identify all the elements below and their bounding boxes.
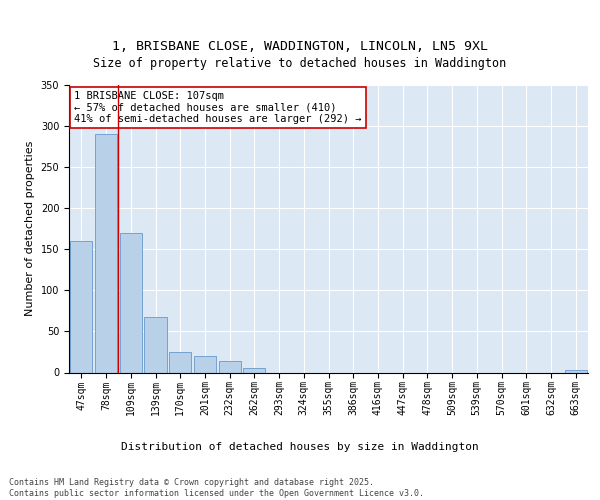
Text: 1 BRISBANE CLOSE: 107sqm
← 57% of detached houses are smaller (410)
41% of semi-: 1 BRISBANE CLOSE: 107sqm ← 57% of detach… <box>74 91 362 124</box>
Text: 1, BRISBANE CLOSE, WADDINGTON, LINCOLN, LN5 9XL: 1, BRISBANE CLOSE, WADDINGTON, LINCOLN, … <box>112 40 488 52</box>
Bar <box>95 134 117 372</box>
Bar <box>218 361 241 372</box>
Y-axis label: Number of detached properties: Number of detached properties <box>25 141 35 316</box>
Text: Distribution of detached houses by size in Waddington: Distribution of detached houses by size … <box>121 442 479 452</box>
Bar <box>145 318 167 372</box>
Bar <box>194 356 216 372</box>
Bar <box>169 352 191 372</box>
Bar <box>119 233 142 372</box>
Bar <box>243 368 265 372</box>
Text: Contains HM Land Registry data © Crown copyright and database right 2025.
Contai: Contains HM Land Registry data © Crown c… <box>9 478 424 498</box>
Bar <box>565 370 587 372</box>
Bar <box>70 241 92 372</box>
Text: Size of property relative to detached houses in Waddington: Size of property relative to detached ho… <box>94 57 506 70</box>
